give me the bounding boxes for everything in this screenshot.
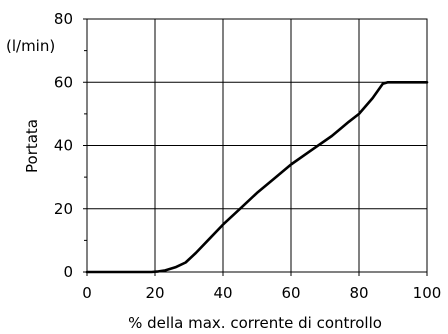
x-axis-label: % della max. corrente di controllo (128, 314, 382, 332)
y-axis-label: Portata (23, 119, 41, 173)
x-tick-label: 60 (281, 284, 300, 302)
axis-ticks (83, 18, 428, 276)
x-tick-labels: 0 20 40 60 80 100 (82, 284, 441, 302)
y-tick-labels: 0 20 40 60 80 (54, 10, 73, 281)
y-unit-label-background (0, 33, 82, 57)
grid-lines (86, 18, 428, 273)
y-tick-label: 20 (54, 200, 73, 218)
y-tick-label: 60 (54, 73, 73, 91)
y-tick-label: 0 (63, 263, 73, 281)
series-line (85, 81, 429, 274)
y-tick-label: 40 (54, 137, 73, 155)
x-tick-label: 40 (213, 284, 232, 302)
x-tick-label: 20 (145, 284, 164, 302)
x-tick-label: 100 (413, 284, 442, 302)
x-tick-label: 80 (349, 284, 368, 302)
y-unit-label: (l/min) (6, 37, 55, 55)
y-tick-label: 80 (54, 10, 73, 28)
x-tick-label: 0 (82, 284, 92, 302)
